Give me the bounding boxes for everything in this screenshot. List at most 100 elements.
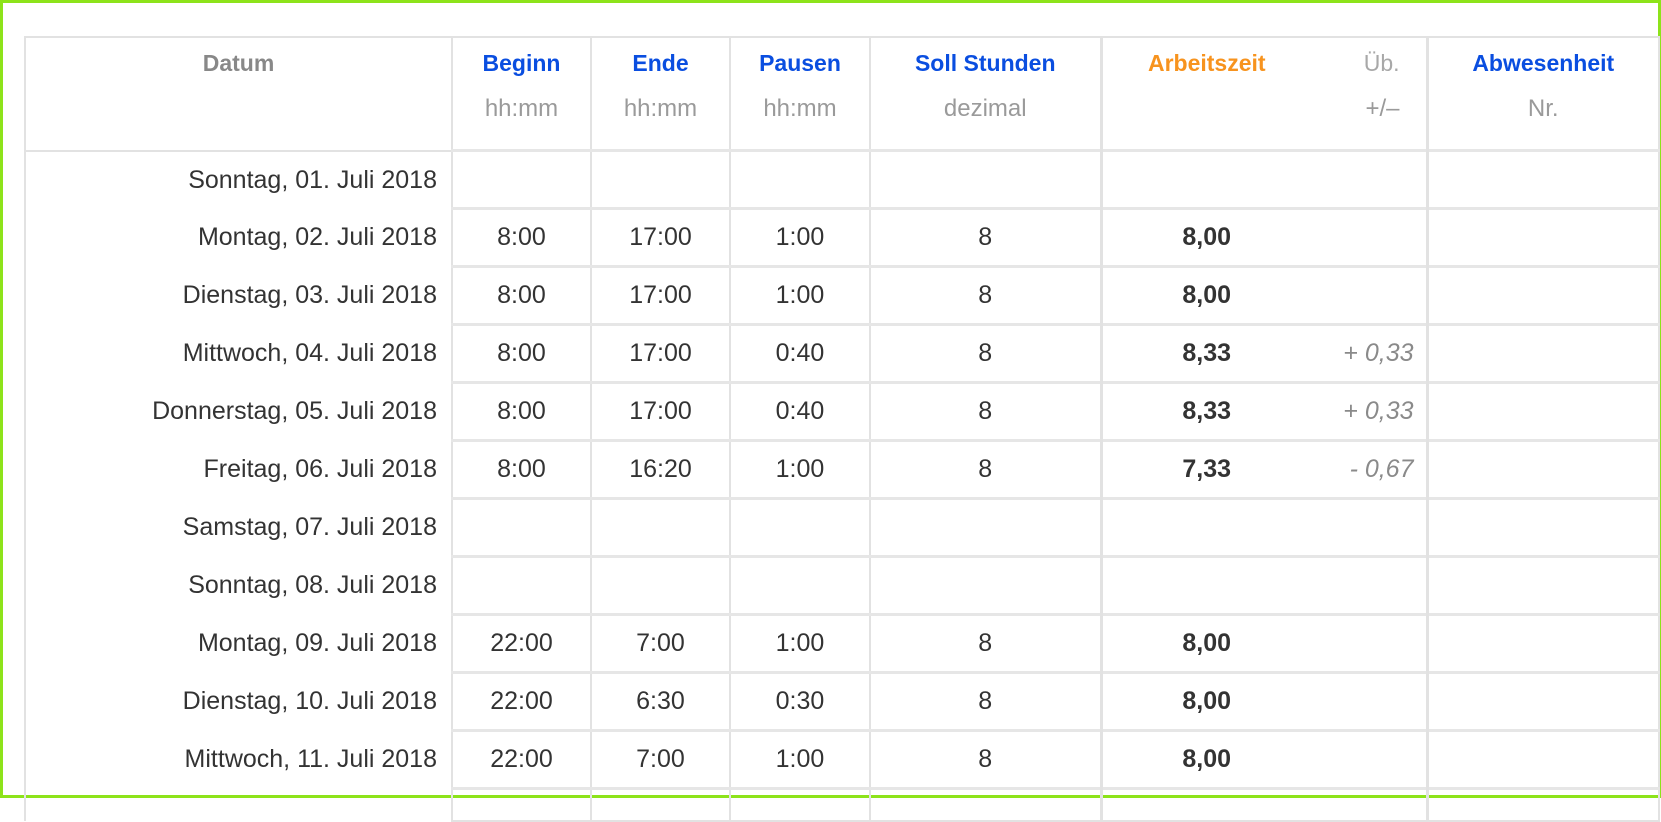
header-pausen: Pausen xyxy=(729,36,871,93)
cell-pausen[interactable]: 1:00 xyxy=(729,265,871,326)
cell-abwesenheit[interactable] xyxy=(1425,671,1660,732)
cell-pausen[interactable]: 1:00 xyxy=(729,439,871,500)
cell-abwesenheit xyxy=(1425,787,1660,822)
cell-abwesenheit[interactable] xyxy=(1425,265,1660,326)
cell-date: Dienstag, 03. Juli 2018 xyxy=(24,266,453,325)
cell-abwesenheit[interactable] xyxy=(1425,555,1660,616)
cell-abwesenheit[interactable] xyxy=(1425,613,1660,674)
cell-ueberstunden[interactable] xyxy=(1311,729,1428,790)
table-row-partial xyxy=(24,787,1660,822)
cell-abwesenheit[interactable] xyxy=(1425,149,1660,210)
cell-arbeitszeit[interactable]: 8,00 xyxy=(1099,729,1311,790)
cell-ende[interactable]: 7:00 xyxy=(590,729,731,790)
cell-ueberstunden[interactable] xyxy=(1311,207,1428,268)
cell-ueberstunden[interactable] xyxy=(1311,613,1428,674)
header-ueberstunden: Üb. xyxy=(1311,36,1428,93)
cell-date: Sonntag, 08. Juli 2018 xyxy=(24,556,453,615)
cell-arbeitszeit[interactable]: 8,00 xyxy=(1099,613,1311,674)
cell-date: Freitag, 06. Juli 2018 xyxy=(24,440,453,499)
cell-beginn[interactable]: 8:00 xyxy=(451,381,592,442)
cell-ende[interactable] xyxy=(590,497,731,558)
table-row: Dienstag, 10. Juli 2018 22:00 6:30 0:30 8 8,0… xyxy=(24,671,1660,732)
cell-arbeitszeit[interactable]: 8,33 xyxy=(1099,323,1311,384)
unit-datum xyxy=(24,93,453,152)
cell-ueberstunden[interactable] xyxy=(1311,671,1428,732)
cell-ende[interactable]: 17:00 xyxy=(590,207,731,268)
cell-arbeitszeit[interactable]: 8,00 xyxy=(1099,265,1311,326)
cell-soll[interactable] xyxy=(869,555,1102,616)
cell-ende[interactable]: 7:00 xyxy=(590,613,731,674)
cell-arbeitszeit[interactable] xyxy=(1099,497,1311,558)
cell-soll[interactable]: 8 xyxy=(869,207,1102,268)
cell-ende[interactable]: 17:00 xyxy=(590,381,731,442)
cell-ende[interactable]: 6:30 xyxy=(590,671,731,732)
cell-abwesenheit[interactable] xyxy=(1425,497,1660,558)
cell-ueberstunden[interactable]: - 0,67 xyxy=(1311,439,1428,500)
cell-pausen[interactable]: 0:40 xyxy=(729,381,871,442)
cell-abwesenheit[interactable] xyxy=(1425,381,1660,442)
cell-soll[interactable]: 8 xyxy=(869,381,1102,442)
cell-abwesenheit[interactable] xyxy=(1425,207,1660,268)
cell-date: Mittwoch, 04. Juli 2018 xyxy=(24,324,453,383)
cell-beginn[interactable]: 22:00 xyxy=(451,613,592,674)
cell-ueberstunden[interactable] xyxy=(1311,497,1428,558)
cell-ende[interactable] xyxy=(590,555,731,616)
cell-beginn xyxy=(451,787,592,822)
cell-soll xyxy=(869,787,1102,822)
cell-beginn[interactable]: 8:00 xyxy=(451,439,592,500)
cell-ueberstunden[interactable] xyxy=(1311,149,1428,210)
cell-beginn[interactable] xyxy=(451,555,592,616)
cell-beginn[interactable]: 8:00 xyxy=(451,207,592,268)
cell-beginn[interactable] xyxy=(451,149,592,210)
cell-abwesenheit[interactable] xyxy=(1425,439,1660,500)
cell-date: Donnerstag, 05. Juli 2018 xyxy=(24,382,453,441)
cell-soll[interactable]: 8 xyxy=(869,323,1102,384)
cell-ueberstunden[interactable] xyxy=(1311,265,1428,326)
cell-soll[interactable] xyxy=(869,497,1102,558)
cell-soll[interactable]: 8 xyxy=(869,729,1102,790)
cell-ende[interactable]: 17:00 xyxy=(590,323,731,384)
cell-arbeitszeit[interactable]: 8,00 xyxy=(1099,671,1311,732)
cell-arbeitszeit xyxy=(1099,787,1311,822)
unit-ueberstunden: +/– xyxy=(1311,93,1428,152)
cell-ueberstunden[interactable]: + 0,33 xyxy=(1311,323,1428,384)
cell-soll[interactable] xyxy=(869,149,1102,210)
unit-abwesenheit: Nr. xyxy=(1425,93,1660,152)
table-row: Montag, 09. Juli 2018 22:00 7:00 1:00 8 8,00 xyxy=(24,613,1660,674)
cell-pausen[interactable]: 1:00 xyxy=(729,613,871,674)
header-soll-stunden: Soll Stunden xyxy=(869,36,1102,93)
cell-soll[interactable]: 8 xyxy=(869,439,1102,500)
cell-pausen[interactable] xyxy=(729,497,871,558)
cell-beginn[interactable]: 22:00 xyxy=(451,729,592,790)
cell-arbeitszeit[interactable] xyxy=(1099,555,1311,616)
cell-ende[interactable]: 16:20 xyxy=(590,439,731,500)
cell-pausen[interactable]: 0:30 xyxy=(729,671,871,732)
cell-arbeitszeit[interactable]: 7,33 xyxy=(1099,439,1311,500)
cell-ueberstunden[interactable]: + 0,33 xyxy=(1311,381,1428,442)
cell-beginn[interactable]: 8:00 xyxy=(451,265,592,326)
cell-arbeitszeit[interactable]: 8,33 xyxy=(1099,381,1311,442)
cell-pausen[interactable]: 0:40 xyxy=(729,323,871,384)
cell-ueberstunden[interactable] xyxy=(1311,555,1428,616)
cell-ende[interactable] xyxy=(590,149,731,210)
cell-pausen[interactable]: 1:00 xyxy=(729,729,871,790)
cell-abwesenheit[interactable] xyxy=(1425,729,1660,790)
cell-pausen[interactable] xyxy=(729,149,871,210)
cell-ende[interactable]: 17:00 xyxy=(590,265,731,326)
cell-beginn[interactable]: 22:00 xyxy=(451,671,592,732)
unit-ende: hh:mm xyxy=(590,93,731,152)
table-row: Mittwoch, 11. Juli 2018 22:00 7:00 1:00 8 8,0… xyxy=(24,729,1660,790)
cell-pausen[interactable] xyxy=(729,555,871,616)
cell-arbeitszeit[interactable]: 8,00 xyxy=(1099,207,1311,268)
table-row: Mittwoch, 04. Juli 2018 8:00 17:00 0:40 8 8,3… xyxy=(24,323,1660,384)
unit-soll: dezimal xyxy=(869,93,1102,152)
cell-arbeitszeit[interactable] xyxy=(1099,149,1311,210)
cell-pausen[interactable]: 1:00 xyxy=(729,207,871,268)
cell-beginn[interactable] xyxy=(451,497,592,558)
cell-pausen xyxy=(729,787,871,822)
cell-beginn[interactable]: 8:00 xyxy=(451,323,592,384)
cell-soll[interactable]: 8 xyxy=(869,613,1102,674)
cell-abwesenheit[interactable] xyxy=(1425,323,1660,384)
cell-soll[interactable]: 8 xyxy=(869,265,1102,326)
cell-soll[interactable]: 8 xyxy=(869,671,1102,732)
